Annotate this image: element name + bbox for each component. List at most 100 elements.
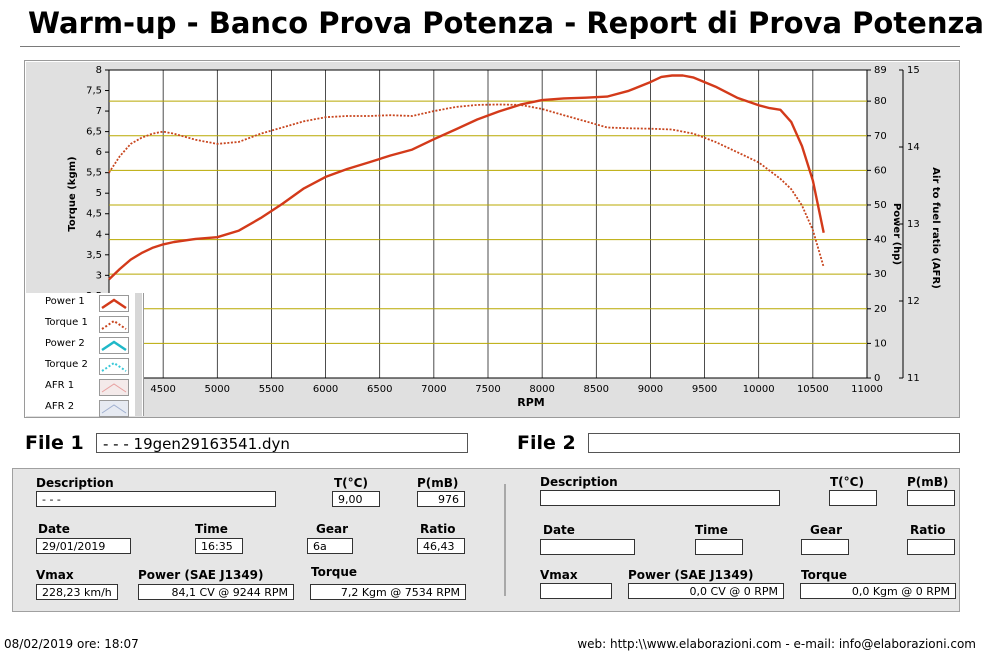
y-left-tick-label: 8 (96, 65, 102, 76)
date-field-2[interactable] (540, 539, 635, 555)
x-tick-label: 6500 (367, 384, 392, 395)
torque-field-2[interactable]: 0,0 Kgm @ 0 RPM (800, 583, 956, 599)
file1-name-field[interactable]: - - - 19gen29163541.dyn (96, 433, 468, 453)
power-field-2[interactable]: 0,0 CV @ 0 RPM (628, 583, 784, 599)
temperature-label-2: T(°C) (830, 475, 864, 489)
y-right-tick-label: 50 (874, 200, 887, 211)
legend-label: AFR 1 (45, 380, 75, 391)
legend-label: AFR 2 (45, 401, 75, 412)
y-left-axis-label: Torque (kgm) (67, 156, 78, 231)
x-tick-label: 5500 (259, 384, 284, 395)
y-left-tick-label: 5,5 (86, 168, 102, 179)
pressure-label-2: P(mB) (907, 475, 949, 489)
legend-scrollbar[interactable] (135, 293, 142, 416)
afr-tick-label: 11 (907, 373, 920, 384)
time-field-2[interactable] (695, 539, 743, 555)
description-field-2[interactable] (540, 490, 780, 506)
legend-label: Power 1 (45, 296, 85, 307)
legend-item-power1[interactable]: Power 1 (25, 293, 143, 314)
torque1-line (108, 103, 825, 268)
temperature-field[interactable]: 9,00 (332, 491, 380, 507)
torque-label-2: Torque (801, 568, 848, 582)
print-datetime: 08/02/2019 ore: 18:07 (4, 637, 139, 651)
description-label-2: Description (540, 475, 618, 489)
y-afr-axis-label: Air to fuel ratio (AFR) (930, 167, 941, 289)
time-label: Time (195, 522, 228, 536)
y-left-tick-label: 4 (96, 229, 102, 240)
gear-label-2: Gear (810, 523, 843, 537)
legend-swatch-afr2 (99, 400, 129, 417)
y-right-tick-label: 80 (874, 96, 887, 107)
x-tick-label: 8000 (529, 384, 554, 395)
y-right-tick-label: 60 (874, 165, 887, 176)
legend-item-power2[interactable]: Power 2 (25, 335, 143, 356)
report-title: Warm-up - Banco Prova Potenza - Report d… (28, 6, 984, 40)
x-tick-label: 8500 (584, 384, 609, 395)
x-tick-label: 9000 (638, 384, 663, 395)
power-label: Power (SAE J1349) (138, 568, 264, 582)
y-left-tick-label: 5 (96, 188, 102, 199)
legend-item-afr2[interactable]: AFR 2 (25, 398, 143, 419)
pressure-field-2[interactable] (907, 490, 955, 506)
date-label: Date (38, 522, 70, 536)
legend-label: Power 2 (45, 338, 85, 349)
legend-item-torque2[interactable]: Torque 2 (25, 356, 143, 377)
gear-field-2[interactable] (801, 539, 849, 555)
description-field[interactable]: - - - (36, 491, 276, 507)
x-tick-label: 6000 (313, 384, 338, 395)
x-axis-label: RPM (517, 396, 544, 409)
ratio-field[interactable]: 46,43 (417, 538, 465, 554)
gear-label: Gear (316, 522, 349, 536)
y-left-tick-label: 4,5 (86, 209, 102, 220)
y-left-tick-label: 7,5 (86, 86, 102, 97)
legend-item-afr1[interactable]: AFR 1 (25, 377, 143, 398)
y-right-tick-label: 10 (874, 338, 887, 349)
gear-field[interactable]: 6a (307, 538, 353, 554)
file2-name-field[interactable] (588, 433, 960, 453)
afr-tick-label: 13 (907, 219, 920, 230)
temperature-label: T(°C) (334, 476, 368, 490)
y-right-axis-label: Power (hp) (891, 203, 902, 265)
time-field[interactable]: 16:35 (195, 538, 243, 554)
temperature-field-2[interactable] (829, 490, 877, 506)
torque-field[interactable]: 7,2 Kgm @ 7534 RPM (310, 584, 466, 600)
y-left-tick-label: 3,5 (86, 250, 102, 261)
chart-legend: Power 1 Torque 1 Power 2 Torque 2 AFR 1 … (25, 293, 144, 419)
x-tick-label: 7500 (475, 384, 500, 395)
y-right-tick-label: 0 (874, 373, 880, 384)
ratio-label: Ratio (420, 522, 456, 536)
x-tick-label: 7000 (421, 384, 446, 395)
legend-swatch-power2 (99, 337, 129, 354)
torque-label: Torque (311, 565, 358, 579)
y-left-tick-label: 6 (96, 147, 102, 158)
vmax-label-2: Vmax (540, 568, 578, 582)
x-tick-label: 10500 (797, 384, 829, 395)
legend-swatch-afr1 (99, 379, 129, 396)
x-tick-label: 9500 (692, 384, 717, 395)
ratio-field-2[interactable] (907, 539, 955, 555)
info-separator (504, 484, 506, 596)
legend-swatch-torque1 (99, 316, 129, 333)
vmax-label: Vmax (36, 568, 74, 582)
y-right-tick-label: 40 (874, 235, 887, 246)
y-right-tick-label: 30 (874, 269, 887, 280)
y-right-tick-label: 70 (874, 131, 887, 142)
x-tick-label: 11000 (851, 384, 883, 395)
vmax-field[interactable]: 228,23 km/h (36, 584, 118, 600)
x-tick-label: 4500 (150, 384, 175, 395)
legend-label: Torque 1 (45, 317, 88, 328)
afr-tick-label: 15 (907, 65, 920, 76)
y-right-tick-label: 89 (874, 65, 887, 76)
title-divider (20, 46, 960, 48)
file1-label: File 1 (25, 432, 84, 454)
pressure-field[interactable]: 976 (417, 491, 465, 507)
vmax-field-2[interactable] (540, 583, 612, 599)
y-right-tick-label: 20 (874, 304, 887, 315)
date-field[interactable]: 29/01/2019 (36, 538, 131, 554)
power-field[interactable]: 84,1 CV @ 9244 RPM (138, 584, 294, 600)
legend-item-torque1[interactable]: Torque 1 (25, 314, 143, 335)
contact-info: web: http:\\www.elaborazioni.com - e-mai… (577, 637, 976, 651)
description-label: Description (36, 476, 114, 490)
file2-label: File 2 (517, 432, 576, 454)
y-left-tick-label: 6,5 (86, 127, 102, 138)
